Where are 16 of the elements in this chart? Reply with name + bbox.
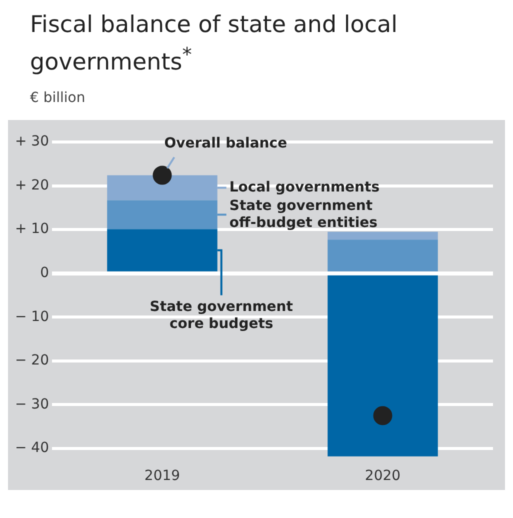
legend-label: State government off-budget entities: [229, 197, 378, 230]
y-tick-label: 0: [40, 264, 49, 281]
y-tick-label: − 10: [14, 308, 49, 324]
y-tick-label: + 10: [14, 220, 49, 237]
chart-title: Fiscal balance of state and local governments$^{*}$: [30, 11, 398, 78]
x-tick-label: 2020: [364, 468, 401, 484]
y-tick-label: − 30: [14, 396, 49, 412]
y-tick-label: + 30: [14, 133, 49, 150]
legend-label: Local governments: [229, 179, 380, 196]
series-label: State government core budgets: [150, 298, 294, 332]
chart-subtitle: € billion: [30, 90, 86, 106]
y-tick-label: + 20: [14, 177, 49, 194]
x-tick-label: 2019: [144, 468, 180, 484]
y-tick-label: − 40: [14, 440, 49, 456]
y-tick-label: − 20: [14, 352, 49, 368]
series-label: Overall balance: [164, 134, 288, 151]
